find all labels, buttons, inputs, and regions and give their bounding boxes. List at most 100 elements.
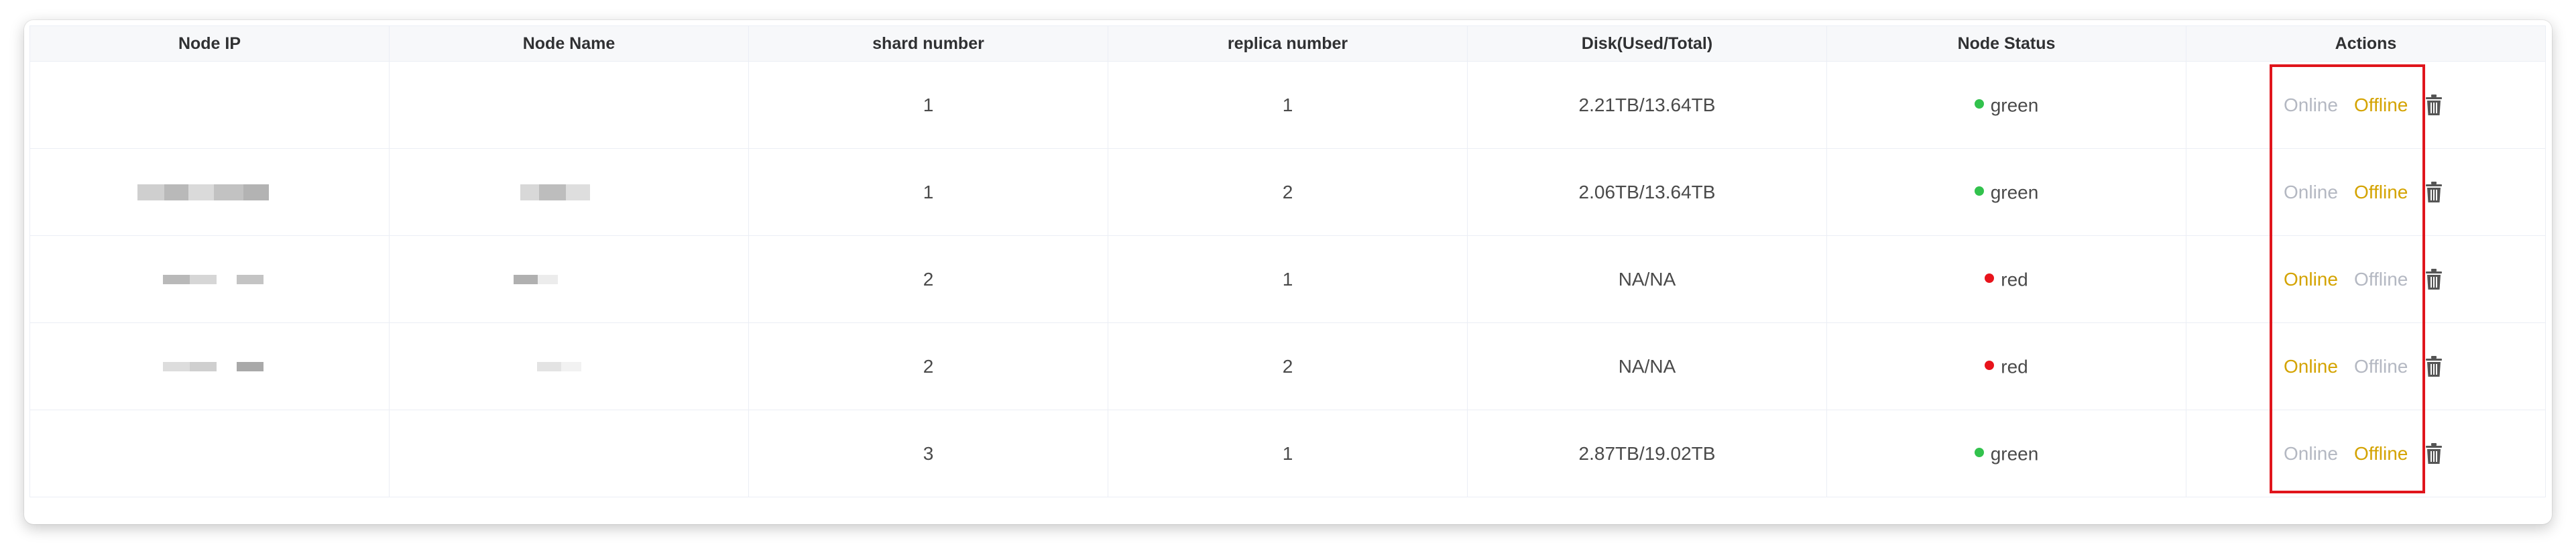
header-node-name: Node Name <box>389 25 749 62</box>
online-button[interactable]: Online <box>2284 442 2338 464</box>
redacted-pixel <box>237 274 264 284</box>
disk-cell: 2.21TB/13.64TB <box>1467 61 1827 149</box>
redacted-pixel <box>520 184 539 200</box>
redacted-node-name <box>520 184 590 200</box>
disk-value: 2.87TB/19.02TB <box>1578 442 1716 464</box>
shard-number-value: 3 <box>923 442 934 464</box>
replica-number-cell: 1 <box>1108 410 1468 497</box>
trash-icon[interactable] <box>2425 94 2443 116</box>
shard-number-value: 1 <box>923 94 934 115</box>
table-row: 2 1 NA/NA red Online Offline <box>30 235 2546 323</box>
replica-number-value: 2 <box>1282 181 1293 202</box>
redacted-node-name <box>537 361 581 371</box>
actions-cell: Online Offline <box>2186 322 2546 410</box>
disk-cell: 2.87TB/19.02TB <box>1467 410 1827 497</box>
disk-value: 2.21TB/13.64TB <box>1578 94 1716 115</box>
redacted-pixel <box>514 274 538 284</box>
table-header-row: Node IP Node Name shard number replica n… <box>30 25 2546 62</box>
status-value: green <box>1990 95 2039 116</box>
shard-number-cell: 2 <box>748 322 1108 410</box>
disk-value: 2.06TB/13.64TB <box>1578 181 1716 202</box>
redacted-pixel <box>163 361 190 371</box>
redacted-pixel <box>243 184 269 200</box>
offline-button[interactable]: Offline <box>2353 355 2408 377</box>
table-row: 3 1 2.87TB/19.02TB green Online Offline <box>30 410 2546 497</box>
replica-number-cell: 2 <box>1108 322 1468 410</box>
offline-button[interactable]: Offline <box>2353 442 2408 464</box>
shard-number-value: 2 <box>923 268 934 290</box>
redacted-pixel <box>137 184 164 200</box>
actions-group: Online Offline <box>2284 181 2443 203</box>
offline-button[interactable]: Offline <box>2353 181 2408 202</box>
online-button[interactable]: Online <box>2284 181 2338 202</box>
app-window: Node IP Node Name shard number replica n… <box>24 20 2552 524</box>
actions-group: Online Offline <box>2284 268 2443 290</box>
actions-cell: Online Offline <box>2186 148 2546 236</box>
replica-number-value: 1 <box>1282 268 1293 290</box>
header-shard-number: shard number <box>748 25 1108 62</box>
node-status-cell: green <box>1826 410 2186 497</box>
replica-number-cell: 1 <box>1108 235 1468 323</box>
actions-group: Online Offline <box>2284 94 2443 116</box>
replica-number-value: 1 <box>1282 442 1293 464</box>
node-ip-cell <box>30 235 390 323</box>
status-dot-icon <box>1974 99 1984 109</box>
status-value: red <box>2001 269 2028 290</box>
disk-value: NA/NA <box>1618 355 1676 377</box>
header-actions: Actions <box>2186 25 2546 62</box>
replica-number-cell: 1 <box>1108 61 1468 149</box>
disk-cell: 2.06TB/13.64TB <box>1467 148 1827 236</box>
offline-button[interactable]: Offline <box>2353 268 2408 290</box>
node-ip-cell <box>30 148 390 236</box>
header-disk: Disk(Used/Total) <box>1467 25 1827 62</box>
trash-icon[interactable] <box>2425 442 2443 465</box>
node-status-cell: green <box>1826 148 2186 236</box>
redacted-pixel <box>237 361 264 371</box>
shard-number-cell: 3 <box>748 410 1108 497</box>
actions-cell: Online Offline <box>2186 61 2546 149</box>
redacted-pixel <box>163 274 190 284</box>
status-dot-icon <box>1985 273 1995 284</box>
status-value: green <box>1990 182 2039 203</box>
redacted-pixel <box>539 184 566 200</box>
online-button[interactable]: Online <box>2284 94 2338 115</box>
disk-cell: NA/NA <box>1467 322 1827 410</box>
replica-number-cell: 2 <box>1108 148 1468 236</box>
redacted-pixel <box>188 184 214 200</box>
node-name-cell <box>389 61 749 149</box>
online-button[interactable]: Online <box>2284 355 2338 377</box>
shard-number-cell: 1 <box>748 61 1108 149</box>
redacted-pixel <box>214 184 243 200</box>
status-dot-icon <box>1974 186 1984 196</box>
trash-icon[interactable] <box>2425 268 2443 290</box>
node-table-container: Node IP Node Name shard number replica n… <box>30 25 2546 517</box>
redacted-pixel <box>164 184 188 200</box>
offline-button[interactable]: Offline <box>2353 94 2408 115</box>
redacted-pixel <box>538 274 558 284</box>
redacted-pixel <box>217 361 237 371</box>
disk-cell: NA/NA <box>1467 235 1827 323</box>
table-row: 1 1 2.21TB/13.64TB green Online Offline <box>30 61 2546 149</box>
trash-icon[interactable] <box>2425 181 2443 203</box>
online-button[interactable]: Online <box>2284 268 2338 290</box>
node-status-cell: red <box>1826 322 2186 410</box>
header-replica-number: replica number <box>1108 25 1468 62</box>
redacted-pixel <box>190 361 217 371</box>
node-name-cell <box>389 322 749 410</box>
actions-group: Online Offline <box>2284 442 2443 465</box>
redacted-pixel <box>561 361 581 371</box>
redacted-pixel <box>566 184 590 200</box>
trash-icon[interactable] <box>2425 355 2443 377</box>
replica-number-value: 1 <box>1282 94 1293 115</box>
redacted-pixel <box>537 361 561 371</box>
node-table: Node IP Node Name shard number replica n… <box>30 25 2546 497</box>
shard-number-value: 1 <box>923 181 934 202</box>
status-dot-icon <box>1985 361 1995 371</box>
node-name-cell <box>389 148 749 236</box>
actions-cell: Online Offline <box>2186 410 2546 497</box>
actions-cell: Online Offline <box>2186 235 2546 323</box>
node-ip-cell <box>30 61 390 149</box>
node-name-cell <box>389 235 749 323</box>
status-value: green <box>1990 443 2039 465</box>
table-row: 1 2 2.06TB/13.64TB green Online Offline <box>30 148 2546 236</box>
